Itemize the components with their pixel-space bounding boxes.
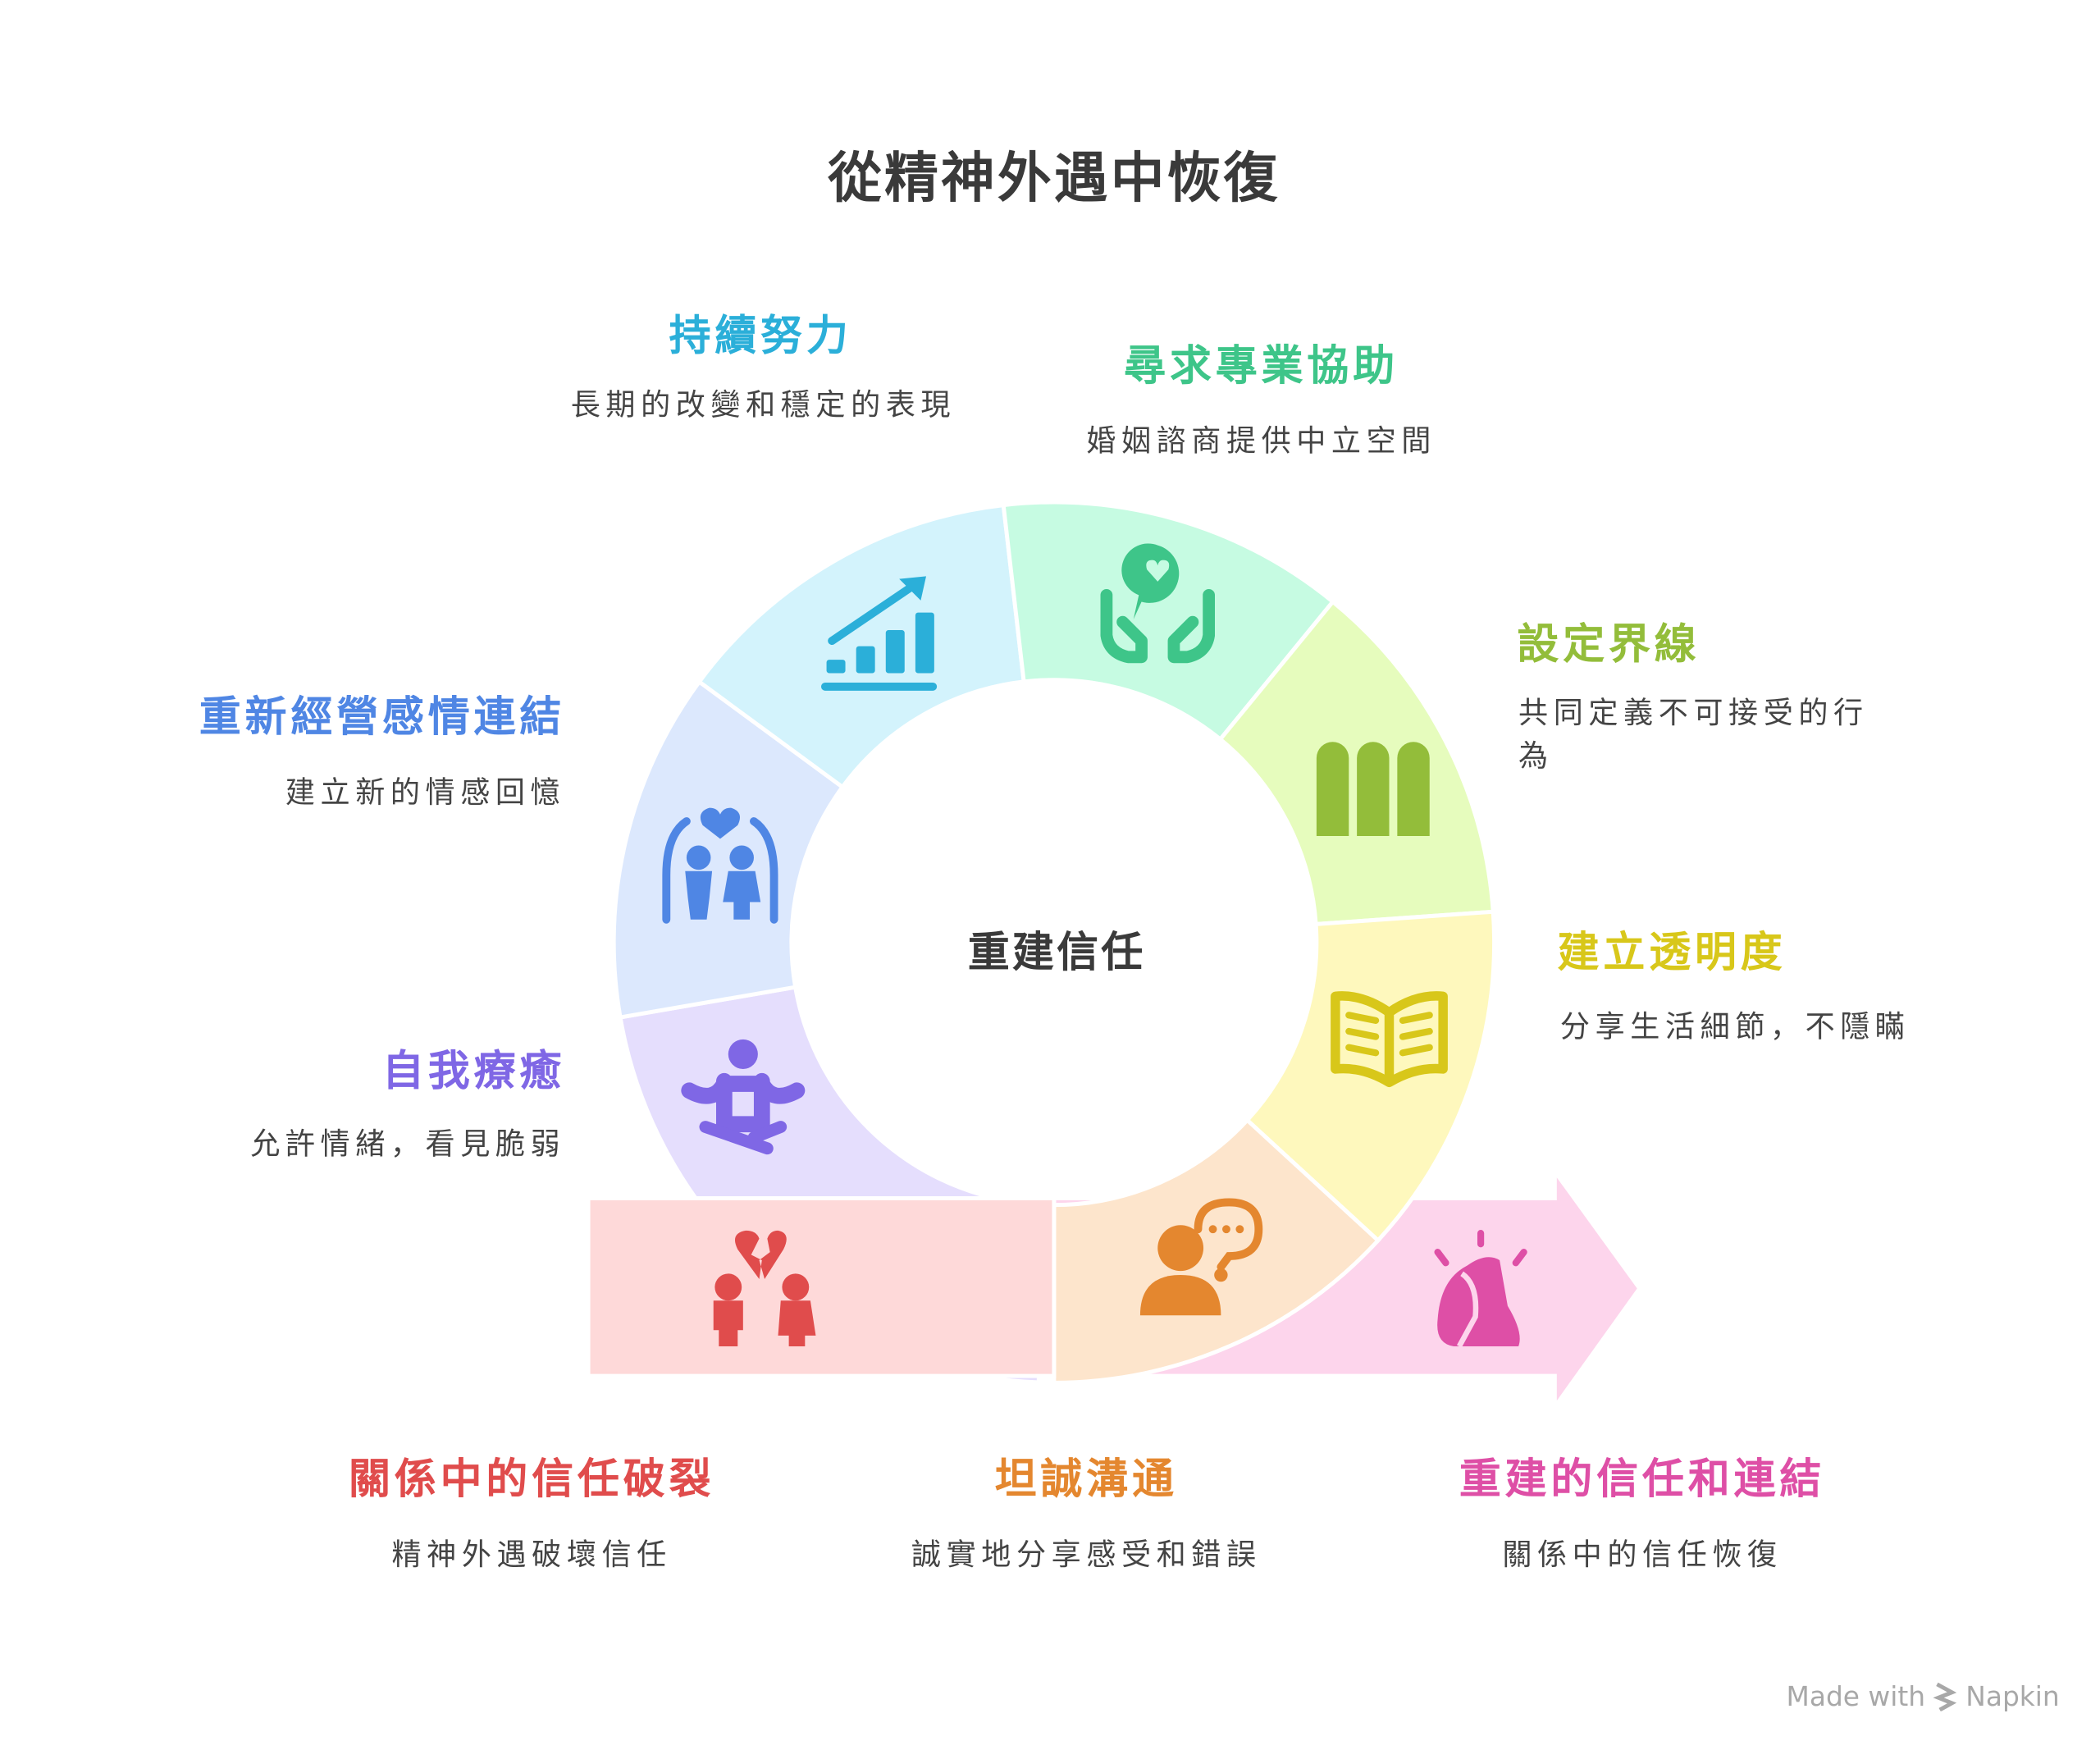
ring-segment-reconnect — [611, 679, 846, 1020]
broken-heart-couple-icon — [713, 1230, 816, 1346]
meditation-icon — [681, 1039, 806, 1155]
step-desc-honest-communication: 誠實地分享感受和錯誤 — [911, 1538, 1262, 1573]
branding[interactable]: Made with Napkin — [1787, 1680, 2060, 1712]
hands-heart-bubble-icon — [1100, 543, 1216, 664]
person-speech-icon — [1139, 1198, 1263, 1316]
start-title: 關係中的信任破裂 — [349, 1455, 715, 1504]
center-label: 重建信任 — [967, 929, 1146, 978]
step-title-self-healing: 自我療癒 — [382, 1047, 566, 1096]
step-desc-self-healing: 允許情緒，看見脆弱 — [250, 1128, 566, 1163]
page-title: 從精神外遇中恢復 — [828, 148, 1281, 210]
step-desc-reconnect: 建立新的情感回憶 — [285, 776, 566, 811]
step-desc-sustained-effort: 長期的改變和穩定的表現 — [570, 389, 956, 423]
end-desc: 關係中的信任恢復 — [1502, 1538, 1783, 1573]
step-title-sustained-effort: 持續努力 — [669, 312, 852, 361]
open-book-icon — [1331, 991, 1448, 1088]
ring-segment-honest-communication — [1052, 1117, 1381, 1385]
growth-chart-icon — [821, 576, 938, 691]
brand-name: Napkin — [1965, 1679, 2060, 1713]
step-desc-transparency: 分享生活細節，不隱瞞 — [1559, 1011, 1911, 1045]
start-band — [586, 1196, 1057, 1378]
couple-heart-arch-icon — [662, 807, 778, 924]
step-title-transparency: 建立透明度 — [1557, 929, 1787, 978]
step-desc-boundaries: 共同定義不可接受的行為 — [1518, 697, 1869, 774]
ring-segment-boundaries — [1217, 598, 1495, 927]
ring-segment-sustained-effort — [696, 502, 1026, 790]
made-with-text: Made with — [1786, 1679, 1926, 1713]
napkin-logo-icon — [1933, 1682, 1957, 1711]
step-title-professional-help: 尋求專業協助 — [1124, 341, 1399, 391]
start-desc: 精神外遇破壞信任 — [391, 1538, 672, 1573]
step-desc-professional-help: 婚姻諮商提供中立空間 — [1086, 425, 1436, 459]
step-title-honest-communication: 坦誠溝通 — [994, 1455, 1178, 1504]
embrace-icon — [1434, 1230, 1527, 1348]
step-title-boundaries: 設定界線 — [1517, 620, 1701, 669]
end-title: 重建的信任和連結 — [1459, 1455, 1826, 1504]
ring-segment-professional-help — [1001, 500, 1336, 742]
fence-icon — [1316, 742, 1430, 837]
step-title-reconnect: 重新經營感情連結 — [199, 693, 566, 742]
